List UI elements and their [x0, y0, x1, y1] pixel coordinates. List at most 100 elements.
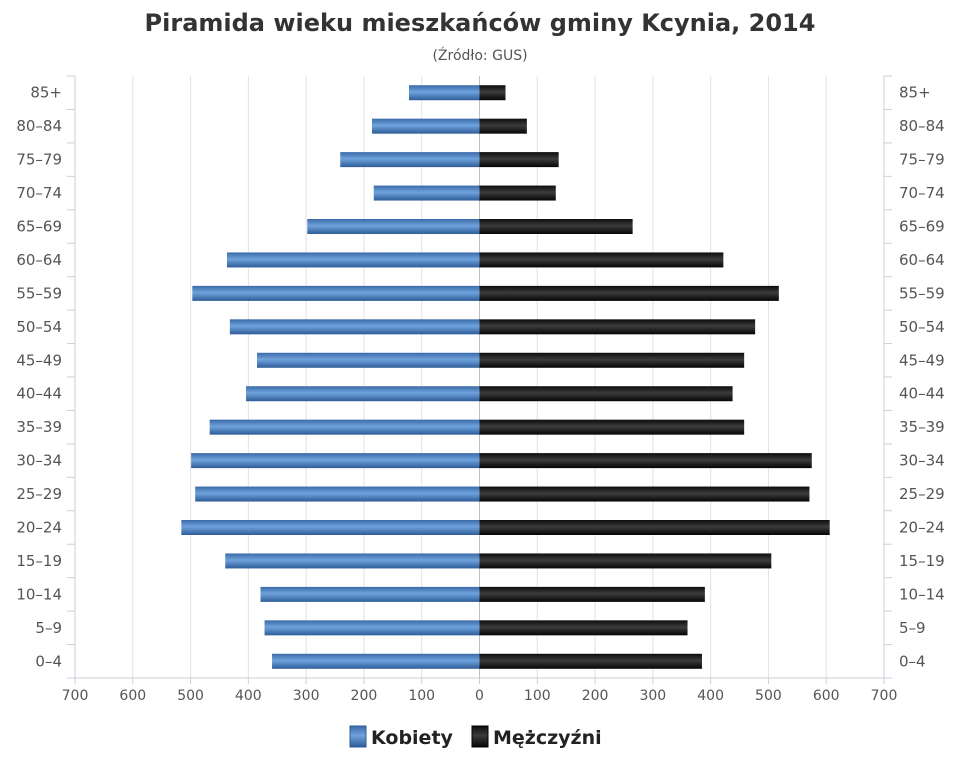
x-tick-label: 600: [119, 688, 146, 704]
x-tick-label: 500: [755, 688, 782, 704]
category-label: 85+: [30, 84, 62, 102]
x-tick-label: 100: [524, 688, 551, 704]
category-label: 30–34: [16, 452, 62, 470]
bar-kobiety[interactable]: [195, 486, 480, 502]
category-label: 65–69: [16, 218, 62, 236]
category-label: 50–54: [16, 318, 62, 336]
category-label: 40–44: [16, 385, 62, 403]
bar-kobiety[interactable]: [191, 453, 480, 469]
bar-mezczyzni[interactable]: [479, 352, 745, 368]
category-label: 15–19: [16, 552, 62, 570]
x-tick-label: 200: [582, 688, 609, 704]
bar-kobiety[interactable]: [272, 653, 480, 669]
category-labels-right: 85+ 80–84 75–79 70–74 65–69 60–64 55–59 50–54 45…: [899, 84, 945, 671]
bar-kobiety[interactable]: [307, 219, 480, 234]
category-label: 0–4: [35, 652, 62, 670]
bar-mezczyzni[interactable]: [479, 586, 705, 602]
category-label: 50–54: [899, 318, 945, 336]
bar-mezczyzni[interactable]: [479, 419, 745, 435]
bar-mezczyzni[interactable]: [479, 653, 702, 669]
legend-label-kobiety: Kobiety: [371, 727, 454, 749]
category-label: 45–49: [899, 351, 945, 369]
bar-kobiety[interactable]: [409, 85, 480, 101]
bar-mezczyzni[interactable]: [479, 252, 724, 268]
bar-kobiety[interactable]: [192, 285, 480, 301]
bar-mezczyzni[interactable]: [479, 520, 830, 535]
bar-kobiety[interactable]: [264, 620, 480, 636]
bar-mezczyzni[interactable]: [479, 620, 688, 636]
bar-mezczyzni[interactable]: [479, 553, 772, 569]
bar-kobiety[interactable]: [340, 152, 480, 168]
bar-kobiety[interactable]: [373, 185, 480, 201]
bar-mezczyzni[interactable]: [479, 285, 779, 301]
x-tick-label: 400: [697, 688, 724, 704]
category-label: 10–14: [899, 585, 945, 603]
legend-item-mezczyzni[interactable]: Mężczyźni: [471, 725, 602, 749]
category-label: 85+: [899, 84, 931, 102]
bar-kobiety[interactable]: [209, 419, 480, 435]
x-tick-label: 700: [62, 688, 89, 704]
x-tick-label: 400: [235, 688, 262, 704]
category-label: 15–19: [899, 552, 945, 570]
bar-kobiety[interactable]: [260, 586, 480, 602]
bar-mezczyzni[interactable]: [479, 85, 506, 101]
category-label: 25–29: [899, 485, 945, 503]
chart-subtitle: (Źródło: GUS): [432, 46, 527, 64]
category-label: 70–74: [16, 184, 62, 202]
bar-mezczyzni[interactable]: [479, 185, 556, 201]
x-tick-label: 300: [639, 688, 666, 704]
category-label: 60–64: [16, 251, 62, 269]
category-labels-left: 85+ 80–84 75–79 70–74 65–69 60–64 55–59 50–54 45…: [16, 84, 62, 671]
x-tick-label: 500: [177, 688, 204, 704]
category-label: 30–34: [899, 452, 945, 470]
category-label: 55–59: [899, 284, 945, 302]
bar-mezczyzni[interactable]: [479, 453, 812, 469]
x-tick-label: 0: [475, 688, 484, 704]
x-tick-label: 300: [293, 688, 320, 704]
category-label: 45–49: [16, 351, 62, 369]
category-label: 80–84: [899, 117, 945, 135]
chart-title: Piramida wieku mieszkańców gminy Kcynia,…: [145, 9, 816, 37]
category-label: 5–9: [899, 619, 926, 637]
bar-kobiety[interactable]: [226, 252, 480, 268]
category-label: 10–14: [16, 585, 62, 603]
bar-kobiety[interactable]: [181, 520, 480, 535]
legend: Kobiety Mężczyźni: [349, 725, 602, 749]
bar-mezczyzni[interactable]: [479, 152, 559, 168]
category-label: 20–24: [16, 519, 62, 537]
bar-mezczyzni[interactable]: [479, 118, 527, 134]
x-tick-label: 200: [351, 688, 378, 704]
bar-kobiety[interactable]: [257, 352, 480, 368]
bar-kobiety[interactable]: [229, 319, 480, 335]
bar-mezczyzni[interactable]: [479, 219, 633, 234]
x-tick-label: 700: [871, 688, 898, 704]
legend-swatch-mezczyzni: [471, 725, 489, 748]
category-label: 0–4: [899, 652, 926, 670]
category-label: 75–79: [899, 151, 945, 169]
category-label: 65–69: [899, 218, 945, 236]
category-label: 25–29: [16, 485, 62, 503]
bar-kobiety[interactable]: [246, 386, 480, 402]
category-label: 35–39: [899, 418, 945, 436]
category-label: 55–59: [16, 284, 62, 302]
bar-mezczyzni[interactable]: [479, 486, 810, 502]
category-label: 5–9: [35, 619, 62, 637]
bars: [181, 85, 830, 669]
bar-kobiety[interactable]: [225, 553, 480, 569]
category-label: 60–64: [899, 251, 945, 269]
x-tick-labels: 700 600 500 400 300 200 100 0 100 200 300 400 500 600…: [62, 688, 898, 704]
category-label: 40–44: [899, 385, 945, 403]
bar-kobiety[interactable]: [372, 118, 480, 134]
legend-item-kobiety[interactable]: Kobiety: [349, 725, 454, 749]
category-label: 75–79: [16, 151, 62, 169]
category-label: 70–74: [899, 184, 945, 202]
bar-mezczyzni[interactable]: [479, 319, 756, 335]
bar-mezczyzni[interactable]: [479, 386, 733, 402]
category-label: 20–24: [899, 519, 945, 537]
x-tick-label: 600: [813, 688, 840, 704]
legend-swatch-kobiety: [349, 725, 367, 748]
category-label: 80–84: [16, 117, 62, 135]
category-label: 35–39: [16, 418, 62, 436]
x-tick-label: 100: [408, 688, 435, 704]
